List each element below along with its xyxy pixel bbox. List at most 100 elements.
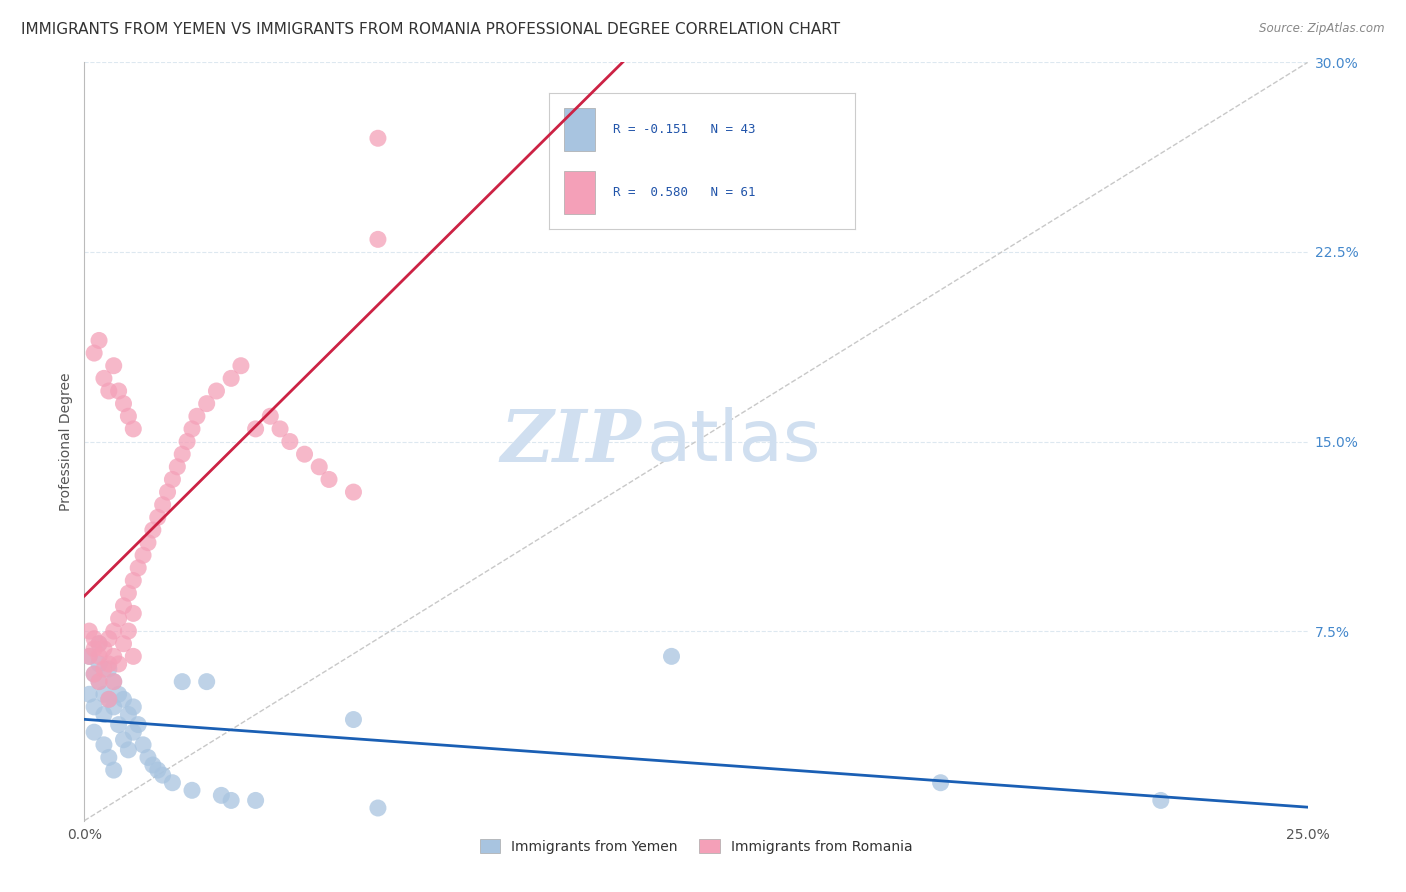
Point: [97, 750, 120, 764]
Point: [83, 667, 105, 681]
Point: [209, 789, 232, 803]
Point: [107, 687, 129, 701]
Point: [245, 422, 267, 436]
Point: [103, 359, 125, 373]
Point: [269, 422, 291, 436]
Point: [132, 738, 155, 752]
Text: Source: ZipAtlas.com: Source: ZipAtlas.com: [1260, 22, 1385, 36]
Point: [342, 713, 364, 727]
Point: [127, 717, 149, 731]
Point: [142, 523, 165, 537]
Point: [342, 485, 364, 500]
Point: [278, 434, 301, 449]
Point: [107, 657, 129, 671]
Point: [83, 641, 105, 656]
Point: [103, 649, 125, 664]
Point: [117, 586, 139, 600]
Point: [146, 763, 169, 777]
Point: [112, 637, 135, 651]
Point: [93, 641, 115, 656]
Point: [205, 384, 228, 398]
Point: [152, 768, 174, 782]
Point: [294, 447, 316, 461]
Point: [136, 535, 159, 549]
Point: [661, 649, 683, 664]
Point: [93, 738, 115, 752]
Point: [1150, 793, 1173, 807]
Point: [103, 699, 125, 714]
Legend: Immigrants from Yemen, Immigrants from Romania: Immigrants from Yemen, Immigrants from R…: [474, 833, 918, 859]
Point: [97, 692, 120, 706]
Point: [93, 662, 115, 676]
Point: [127, 561, 149, 575]
Point: [107, 611, 129, 625]
Point: [195, 396, 218, 410]
Point: [117, 409, 139, 424]
Point: [97, 384, 120, 398]
Point: [122, 574, 145, 588]
Point: [97, 662, 120, 676]
Point: [112, 599, 135, 613]
Point: [146, 510, 169, 524]
Point: [87, 637, 110, 651]
Point: [117, 743, 139, 757]
Point: [77, 687, 100, 701]
Point: [77, 624, 100, 639]
Point: [122, 422, 145, 436]
Point: [162, 776, 184, 790]
Point: [83, 632, 105, 646]
Point: [112, 396, 135, 410]
Point: [132, 548, 155, 563]
Point: [97, 692, 120, 706]
Point: [117, 707, 139, 722]
Point: [122, 699, 145, 714]
Point: [142, 758, 165, 772]
Point: [245, 793, 267, 807]
Point: [219, 793, 242, 807]
Point: [107, 717, 129, 731]
Point: [83, 725, 105, 739]
Point: [87, 637, 110, 651]
Point: [229, 359, 252, 373]
Point: [195, 674, 218, 689]
Text: atlas: atlas: [647, 407, 821, 476]
Point: [87, 334, 110, 348]
Point: [77, 649, 100, 664]
Point: [87, 657, 110, 671]
Point: [107, 384, 129, 398]
Point: [166, 459, 188, 474]
Point: [162, 473, 184, 487]
Text: ZIP: ZIP: [501, 406, 641, 477]
Point: [112, 732, 135, 747]
Point: [93, 687, 115, 701]
Point: [122, 607, 145, 621]
Point: [103, 674, 125, 689]
Point: [367, 801, 389, 815]
Point: [103, 624, 125, 639]
Point: [156, 485, 179, 500]
Point: [122, 649, 145, 664]
Point: [172, 674, 194, 689]
Point: [93, 707, 115, 722]
Point: [83, 699, 105, 714]
Point: [318, 473, 340, 487]
Point: [103, 674, 125, 689]
Point: [83, 667, 105, 681]
Point: [117, 624, 139, 639]
Point: [97, 632, 120, 646]
Point: [259, 409, 281, 424]
Point: [136, 750, 159, 764]
Point: [929, 776, 952, 790]
Text: IMMIGRANTS FROM YEMEN VS IMMIGRANTS FROM ROMANIA PROFESSIONAL DEGREE CORRELATION: IMMIGRANTS FROM YEMEN VS IMMIGRANTS FROM…: [21, 22, 841, 37]
Point: [172, 447, 194, 461]
Point: [83, 346, 105, 360]
Point: [112, 692, 135, 706]
Point: [103, 763, 125, 777]
Point: [308, 459, 330, 474]
Point: [181, 422, 204, 436]
Point: [87, 649, 110, 664]
Point: [181, 783, 204, 797]
Point: [219, 371, 242, 385]
Point: [77, 649, 100, 664]
Point: [367, 232, 389, 246]
